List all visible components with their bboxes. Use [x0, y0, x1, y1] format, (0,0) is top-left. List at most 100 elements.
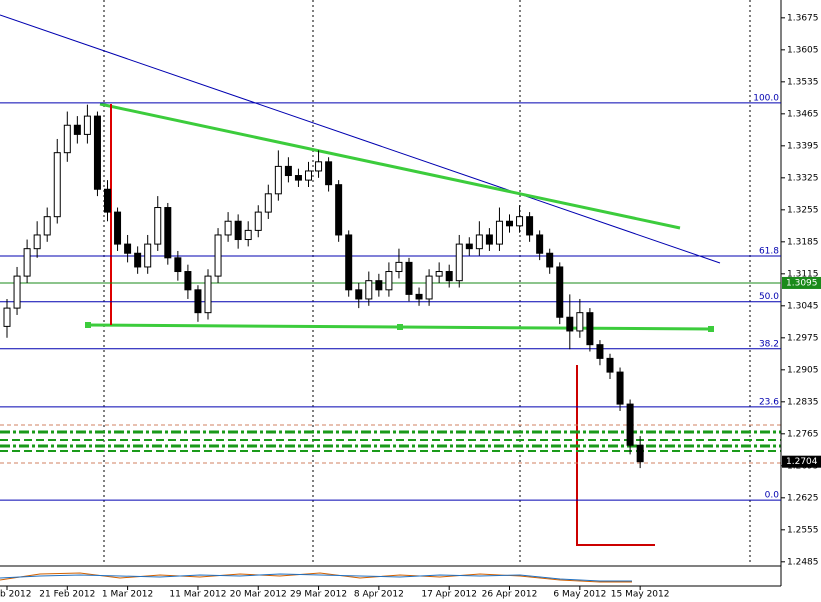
candle-body	[516, 216, 524, 227]
candle-body	[335, 184, 343, 236]
candle-body	[154, 207, 162, 245]
candle-body	[254, 211, 262, 231]
candle-body	[526, 216, 534, 236]
candle-body	[405, 261, 413, 295]
y-tick-label: 1.2485	[787, 557, 819, 567]
candle-body	[294, 175, 302, 181]
candle-body	[284, 165, 292, 177]
y-tick-label: 1.3325	[787, 173, 819, 183]
price-box	[782, 455, 821, 468]
target-lines	[0, 424, 781, 464]
candle-body	[455, 243, 463, 282]
candle-body	[325, 161, 333, 186]
fib-label: 50.0	[759, 292, 779, 302]
candle-body	[415, 293, 423, 300]
y-tick-label: 1.2765	[787, 429, 819, 439]
candle-body	[73, 124, 81, 135]
indicator-line	[0, 573, 632, 582]
candle-body	[355, 289, 363, 300]
candle-body	[616, 371, 624, 405]
handle	[397, 324, 403, 330]
candle-body	[244, 229, 252, 241]
y-tick-label: 1.3605	[787, 45, 819, 55]
y-tick-label: 1.3185	[787, 237, 819, 247]
candle-body	[23, 248, 31, 277]
candle-body	[566, 316, 574, 332]
candle-body	[606, 357, 614, 373]
y-tick-label: 1.2835	[787, 397, 819, 407]
candle-body	[385, 271, 393, 291]
candle-body	[13, 275, 21, 309]
trendline	[0, 14, 721, 264]
candle-body	[164, 207, 172, 259]
candle-body	[495, 220, 503, 245]
fib-label: 23.6	[759, 397, 779, 407]
y-tick-label: 1.2975	[787, 333, 819, 343]
fib-label: 100.0	[753, 93, 779, 103]
candle-body	[536, 234, 544, 254]
y-tick-label: 1.2555	[787, 525, 819, 535]
candle-body	[546, 252, 554, 268]
candle-body	[274, 165, 282, 195]
x-tick-label: 1 Mar 2012	[102, 590, 153, 600]
candle-body	[576, 312, 584, 332]
fib-label: 0.0	[765, 491, 780, 501]
candle-body	[83, 115, 91, 135]
trendline	[99, 102, 681, 230]
candle-body	[315, 161, 323, 172]
candle-body	[556, 266, 564, 318]
candle-body	[596, 344, 604, 359]
y-tick-label: 1.3465	[787, 109, 819, 119]
candle-body	[124, 243, 132, 254]
candle-body	[375, 280, 383, 291]
candle-body	[144, 243, 152, 268]
candle-body	[43, 216, 51, 236]
candle-body	[465, 243, 473, 250]
handle	[708, 326, 714, 332]
x-tick-label: 11 Mar 2012	[169, 590, 226, 600]
candle-body	[636, 444, 644, 463]
x-tick-label: 20 Mar 2012	[230, 590, 287, 600]
candle-body	[93, 115, 101, 190]
candle-body	[204, 275, 212, 314]
y-tick-label: 1.3255	[787, 205, 819, 215]
current-price-label: 1.2704	[786, 457, 818, 467]
candle-body	[214, 234, 222, 277]
candle-body	[184, 271, 192, 291]
x-tick-label: 21 Feb 2012	[39, 590, 95, 600]
level-box	[782, 276, 821, 289]
x-tick-label: 15 May 2012	[611, 590, 670, 600]
candle-body	[305, 170, 312, 181]
x-tick-label: 29 Mar 2012	[290, 590, 347, 600]
candle-body	[425, 275, 433, 300]
fib-label: 38.2	[759, 339, 779, 349]
y-tick-label: 1.3045	[787, 301, 819, 311]
y-tick-label: 1.3395	[787, 141, 819, 151]
handle	[85, 322, 91, 328]
candle-body	[3, 307, 11, 327]
x-tick-label: 8 Apr 2012	[354, 590, 404, 600]
x-tick-label: b 2012	[0, 590, 31, 600]
candle-body	[114, 211, 122, 245]
fib-label: 61.8	[759, 246, 779, 256]
x-tick-label: 17 Apr 2012	[421, 590, 477, 600]
candle-body	[134, 252, 142, 268]
candle-body	[445, 271, 453, 282]
candle-body	[586, 312, 594, 346]
period-separators	[103, 0, 751, 565]
candle-body	[435, 271, 443, 277]
x-tick-label: 6 May 2012	[553, 590, 606, 600]
candle-body	[485, 234, 493, 245]
y-tick-label: 1.3535	[787, 77, 819, 87]
candle-body	[33, 234, 41, 250]
y-tick-label: 1.2905	[787, 365, 819, 375]
candle-body	[53, 152, 61, 218]
level-label: 1.3095	[786, 278, 818, 288]
candle-body	[506, 220, 513, 227]
candle-body	[224, 220, 232, 236]
indicator-line	[0, 572, 632, 583]
candle-body	[194, 289, 202, 314]
candle-body	[345, 234, 353, 291]
